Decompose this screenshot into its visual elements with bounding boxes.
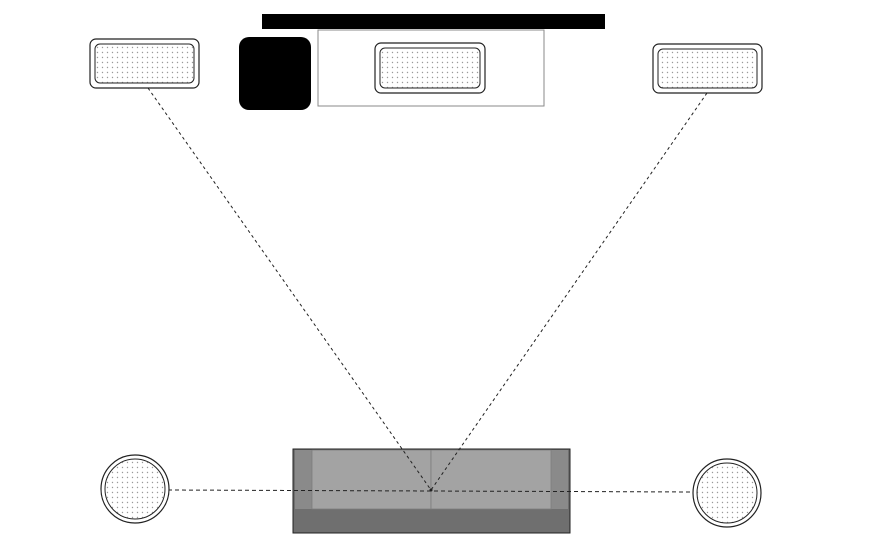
front-left-speaker xyxy=(89,38,200,89)
front-right-speaker xyxy=(652,43,763,94)
sofa-left-arm xyxy=(295,450,312,509)
sofa-seat-cushion-right xyxy=(430,449,552,510)
sightline-left xyxy=(147,87,432,491)
speaker-icon xyxy=(94,43,195,84)
surround-left-speaker xyxy=(100,454,170,524)
round-speaker-icon xyxy=(104,458,166,520)
surround-right-speaker xyxy=(692,458,762,528)
speaker-icon xyxy=(657,48,758,89)
sightline-right xyxy=(430,92,708,491)
point-icon xyxy=(429,488,433,492)
subwoofer-icon xyxy=(239,37,311,110)
cabinet-icon xyxy=(317,29,545,107)
round-speaker-icon xyxy=(696,462,758,524)
sofa-right-arm xyxy=(551,450,568,509)
center-speaker xyxy=(374,42,486,94)
tv-screen-icon xyxy=(262,14,605,29)
speaker-icon xyxy=(379,47,481,89)
sofa-seat-cushion-left xyxy=(311,449,432,510)
